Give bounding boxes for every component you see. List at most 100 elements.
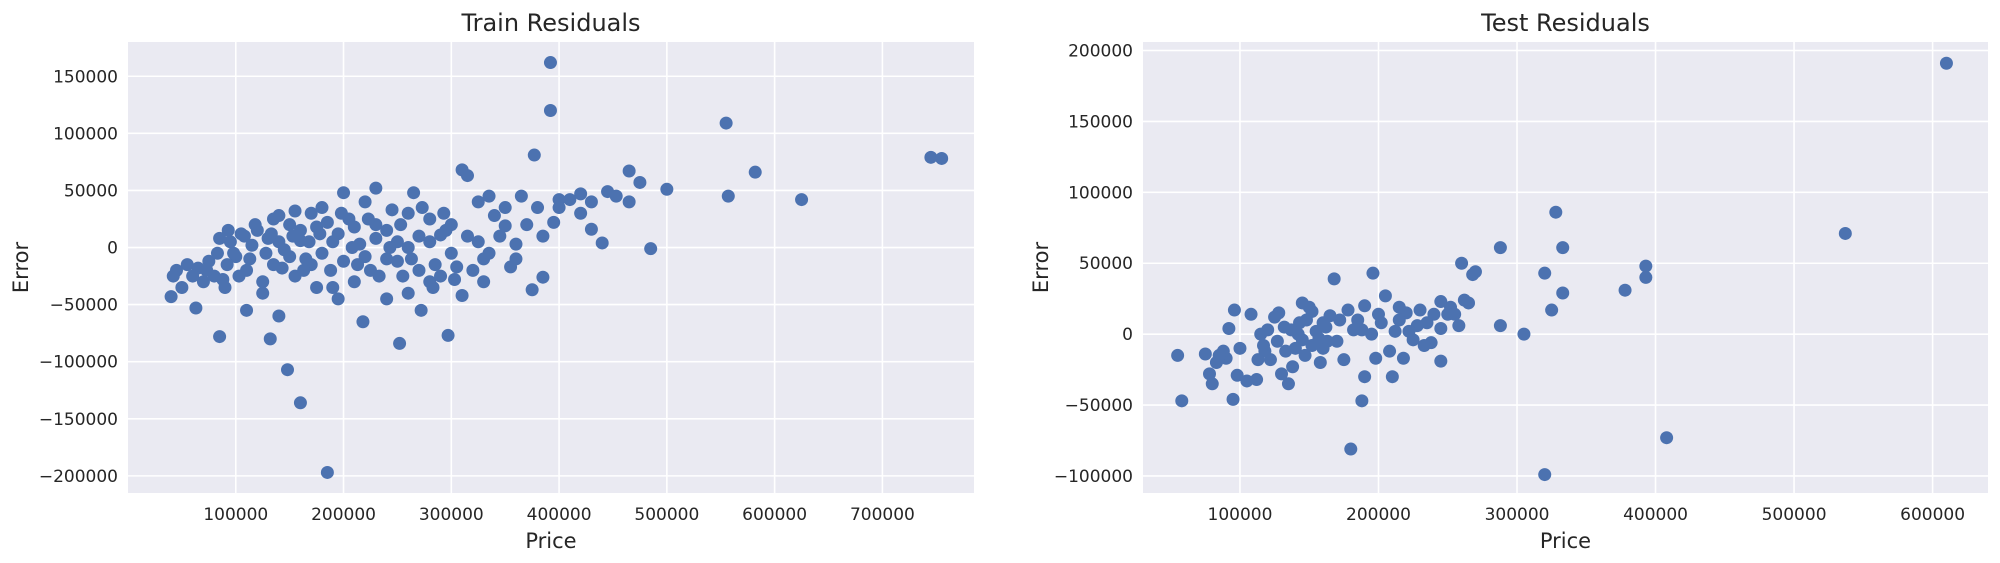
train-data-point	[660, 182, 674, 196]
train-data-point	[237, 229, 251, 243]
test-data-point	[1556, 241, 1570, 255]
test-data-point	[1493, 241, 1507, 255]
test-data-point	[1270, 334, 1284, 348]
test-data-point	[1355, 394, 1369, 408]
train-data-point	[509, 237, 523, 251]
test-data-point	[1171, 348, 1185, 362]
test-data-point	[1538, 266, 1552, 280]
test-data-point	[1298, 348, 1312, 362]
train-data-point	[272, 309, 286, 323]
train-data-point	[304, 206, 318, 220]
test-data-point	[1344, 442, 1358, 456]
train-y-tick-label: 0	[107, 239, 118, 259]
train-data-point	[795, 193, 809, 207]
train-data-point	[574, 187, 588, 201]
train-data-point	[324, 263, 338, 277]
train-data-point	[531, 201, 545, 215]
train-data-point	[232, 269, 246, 283]
train-data-point	[310, 280, 324, 294]
test-data-point	[1351, 313, 1365, 327]
train-data-point	[482, 246, 496, 260]
train-data-point	[380, 292, 394, 306]
train-data-point	[189, 301, 203, 315]
test-data-point	[1254, 327, 1268, 341]
test-data-point	[1316, 341, 1330, 355]
train-data-point	[466, 263, 480, 277]
test-data-point	[1313, 356, 1327, 370]
test-x-tick-label: 500000	[1762, 505, 1827, 525]
test-data-point	[1330, 334, 1344, 348]
test-data-point	[1365, 327, 1379, 341]
train-data-point	[220, 258, 234, 272]
train-data-point	[283, 250, 297, 264]
test-data-point	[1316, 316, 1330, 330]
train-data-point	[369, 231, 383, 245]
test-data-point	[1455, 256, 1469, 270]
test-data-point	[1939, 56, 1953, 70]
test-data-point	[1333, 313, 1347, 327]
train-data-point	[175, 280, 189, 294]
train-data-point	[434, 269, 448, 283]
test-data-point	[1392, 313, 1406, 327]
test-data-point	[1493, 319, 1507, 333]
test-data-point	[1233, 341, 1247, 355]
test-y-tick-label: −100000	[1054, 467, 1133, 487]
test-x-tick-label: 100000	[1208, 505, 1273, 525]
train-data-point	[450, 260, 464, 274]
test-data-point	[1240, 374, 1254, 388]
test-data-point	[1327, 272, 1341, 286]
test-data-point	[1538, 468, 1552, 482]
train-data-point	[401, 241, 415, 255]
train-data-point	[721, 189, 735, 203]
train-data-point	[536, 229, 550, 243]
train-data-point	[326, 280, 340, 294]
test-data-point	[1230, 368, 1244, 382]
test-data-point	[1175, 394, 1189, 408]
train-data-point	[227, 246, 241, 260]
train-data-point	[498, 201, 512, 215]
test-data-point	[1448, 307, 1462, 321]
train-x-tick-label: 100000	[203, 505, 268, 525]
train-data-point	[347, 220, 361, 234]
train-data-point	[547, 215, 561, 229]
train-data-point	[245, 238, 259, 252]
train-data-point	[263, 332, 277, 346]
train-data-point	[574, 206, 588, 220]
train-data-point	[514, 189, 528, 203]
train-data-point	[622, 195, 636, 209]
train-data-point	[196, 275, 210, 289]
test-x-tick-label: 600000	[1900, 505, 1965, 525]
train-data-point	[423, 212, 437, 226]
train-data-point	[223, 235, 237, 249]
train-data-point	[552, 201, 566, 215]
test-plot-area	[1143, 42, 1988, 493]
train-data-point	[259, 246, 273, 260]
train-data-point	[493, 229, 507, 243]
train-data-point	[180, 258, 194, 272]
train-data-point	[358, 195, 372, 209]
train-data-point	[213, 231, 227, 245]
test-data-point	[1227, 303, 1241, 317]
test-data-point	[1250, 373, 1264, 387]
train-data-point	[293, 396, 307, 410]
test-data-point	[1378, 289, 1392, 303]
train-data-point	[455, 288, 469, 302]
test-data-point	[1209, 356, 1223, 370]
test-data-point	[1452, 319, 1466, 333]
train-data-point	[401, 206, 415, 220]
train-data-point	[320, 215, 334, 229]
test-data-point	[1295, 296, 1309, 310]
train-data-point	[380, 252, 394, 266]
test-data-point	[1413, 303, 1427, 317]
test-y-tick-label: 50000	[1079, 254, 1133, 274]
test-data-point	[1341, 303, 1355, 317]
test-y-tick-label: 150000	[1068, 112, 1133, 132]
train-data-point	[210, 246, 224, 260]
train-data-point	[441, 328, 455, 342]
test-data-point	[1388, 324, 1402, 338]
train-data-point	[248, 218, 262, 232]
train-data-point	[412, 263, 426, 277]
test-data-point	[1639, 270, 1653, 284]
test-data-point	[1618, 283, 1632, 297]
test-data-point	[1222, 321, 1236, 335]
